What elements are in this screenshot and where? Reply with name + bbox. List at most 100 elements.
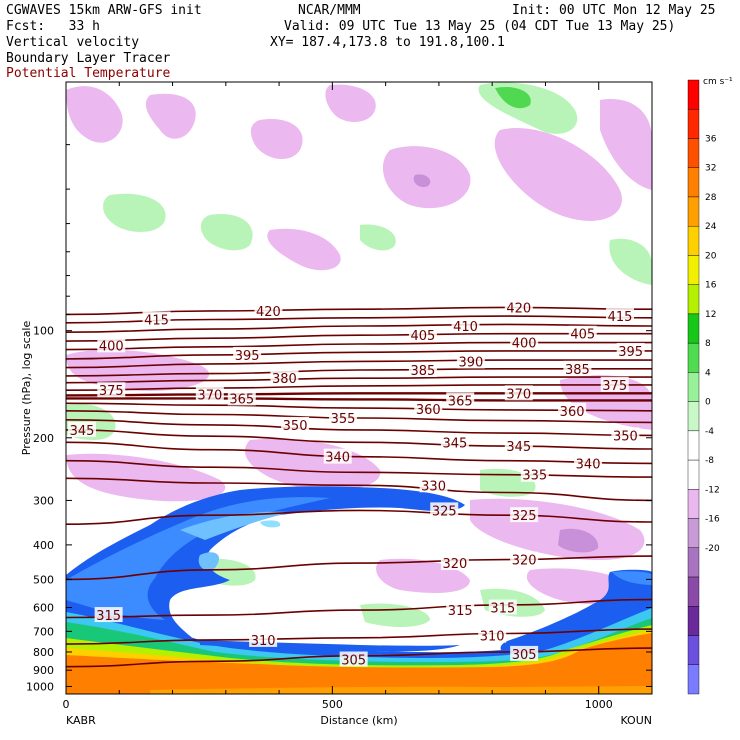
theta-label: 345: [442, 436, 467, 451]
model-title: CGWAVES 15km ARW-GFS init: [6, 3, 202, 18]
plot-frame: [65, 81, 653, 695]
colorbar-swatch: [687, 342, 700, 373]
colorbar-label: 32: [705, 164, 716, 174]
theta-label-bg: [419, 477, 448, 493]
theta-label-bg: [510, 334, 539, 350]
y-tick-label: 300: [33, 494, 54, 507]
shaded-fields: [66, 82, 652, 694]
x-tick-label: 0: [63, 698, 70, 711]
colorbar-swatch: [687, 635, 700, 665]
theta-label: 310: [251, 634, 276, 649]
theta-contour-385: [66, 367, 652, 377]
neg-velocity-region: [560, 375, 652, 430]
theta-label-bg: [456, 353, 485, 369]
theta-label-bg: [616, 342, 645, 358]
theta-contour-310: [66, 628, 652, 645]
theta-contour-380: [66, 376, 652, 384]
colorbar-label: 36: [705, 134, 717, 144]
y-tick-label: 600: [33, 602, 54, 615]
theta-label: 330: [421, 479, 446, 494]
theta-label-bg: [339, 651, 368, 667]
theta-label-bg: [67, 421, 96, 437]
colorbar-swatch: [687, 459, 700, 490]
colorbar-swatch: [687, 284, 700, 315]
theta-label: 315: [490, 602, 515, 617]
theta-label-bg: [488, 599, 517, 615]
theta-label: 420: [506, 301, 531, 316]
theta-contour-355: [66, 410, 652, 424]
colorbar-label: 28: [705, 193, 717, 203]
theta-label-bg: [574, 455, 603, 471]
colorbar-label: 20: [705, 251, 717, 261]
theta-label-bg: [249, 631, 278, 647]
neg-velocity-region: [66, 86, 123, 143]
colorbar-swatch: [687, 518, 700, 549]
colorbar-label: -4: [705, 427, 714, 437]
y-tick-label: 200: [33, 432, 54, 445]
colorbar-swatch: [687, 372, 700, 402]
theta-label-bg: [329, 410, 358, 426]
colorbar: 36 32 28 24 20 16 12 8 4 0 -4 -8 -12 -16 -20: [687, 79, 720, 695]
center-label: NCAR/MMM: [298, 3, 361, 18]
colorbar-label: -16: [705, 515, 720, 525]
theta-label: 415: [608, 310, 633, 325]
theta-label: 345: [506, 440, 531, 455]
neg-velocity-region: [494, 128, 622, 221]
theta-label: 395: [618, 345, 643, 360]
theta-label-bg: [254, 302, 283, 318]
theta-label: 375: [602, 379, 627, 394]
theta-label-bg: [504, 299, 533, 315]
pos-velocity-region: [360, 224, 396, 251]
theta-label: 350: [613, 429, 638, 444]
neg-velocity-region: [325, 84, 376, 122]
theta-label-bg: [510, 551, 539, 567]
theta-label-bg: [414, 400, 443, 416]
theta-label-bg: [504, 385, 533, 401]
boundary-layer-tracer-region: [260, 520, 281, 528]
colorbar-label: 24: [705, 222, 717, 232]
theta-contour-330: [66, 477, 652, 502]
boundary-layer-tracer-region: [612, 571, 652, 585]
theta-label: 315: [448, 604, 473, 619]
theta-contour-360: [66, 402, 652, 412]
theta-label: 390: [458, 355, 483, 370]
theta-label-bg: [568, 325, 597, 341]
theta-label-bg: [408, 327, 437, 343]
theta-contour-370: [66, 392, 652, 397]
theta-label-bg: [510, 507, 539, 523]
boundary-layer-tracer-region: [66, 486, 465, 647]
neg-velocity-region: [558, 528, 599, 553]
theta-label-bg: [446, 392, 475, 408]
theta-label: 335: [522, 469, 547, 484]
neg-velocity-region: [66, 453, 226, 502]
neg-velocity-region: [413, 174, 431, 188]
theta-label-bg: [558, 402, 587, 418]
theta-label: 370: [506, 387, 531, 402]
colorbar-label: 8: [705, 339, 711, 349]
theta-label-bg: [510, 645, 539, 661]
x-tick-label: 1000: [585, 698, 613, 711]
theta-label-bg: [323, 448, 352, 464]
x-axis-title: Distance (km): [320, 714, 397, 727]
theta-contour-410: [66, 323, 652, 333]
colorbar-swatch: [687, 109, 700, 139]
colorbar-swatch: [687, 547, 700, 578]
theta-label-bg: [520, 466, 549, 482]
theta-contour-400: [66, 341, 652, 351]
theta-contour-350: [66, 419, 652, 437]
theta-label: 305: [512, 648, 537, 663]
colorbar-swatch: [687, 79, 700, 110]
boundary-layer-tracer-region: [150, 686, 652, 694]
pos-velocity-region: [495, 86, 531, 109]
theta-label: 365: [448, 394, 473, 409]
y-tick-label: 1000: [26, 680, 54, 693]
boundary-layer-tracer-region: [66, 497, 330, 620]
theta-label-bg: [97, 382, 126, 398]
theta-contour-395: [66, 350, 652, 360]
theta-label: 375: [99, 384, 124, 399]
theta-label: 380: [272, 372, 297, 387]
theta-label: 405: [570, 328, 595, 343]
theta-label-bg: [430, 502, 459, 518]
colorbar-label: 16: [705, 281, 717, 291]
colorbar-swatch: [687, 401, 700, 432]
